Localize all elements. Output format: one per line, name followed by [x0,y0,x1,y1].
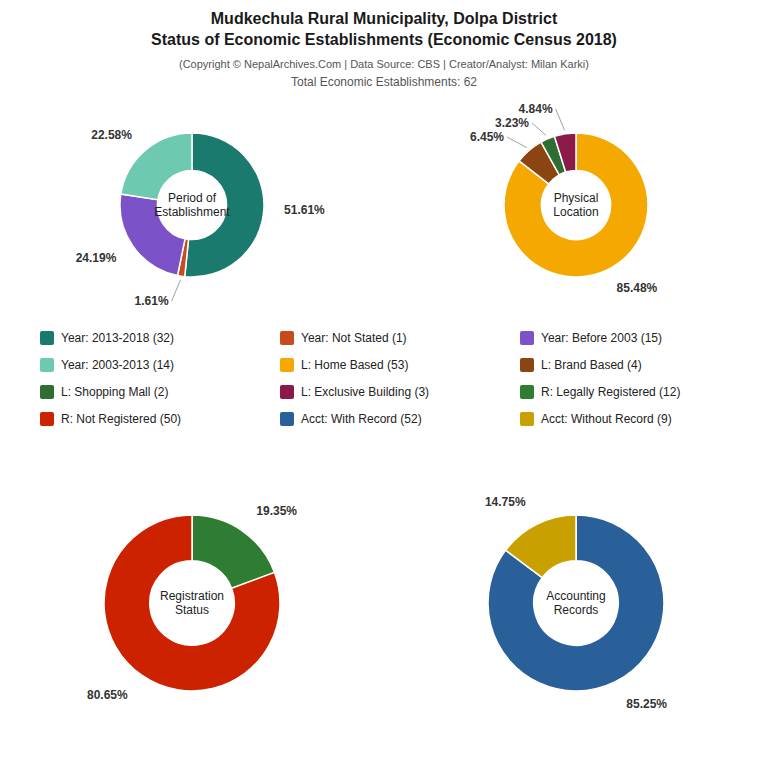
legend-entry: L: Brand Based (4) [541,358,642,372]
center-label-line: Period of [168,191,217,205]
donut-slice [104,515,280,691]
legend: Year: 2013-2018 (32) Year: Not Stated (1)… [40,331,680,426]
leader-line [532,123,546,136]
background [0,0,768,768]
legend-swatch [280,385,294,399]
data-label: 14.75% [485,495,526,509]
center-label-line: Status [175,603,209,617]
legend-entry: R: Not Registered (50) [61,412,181,426]
donut-chart: RegistrationStatus 19.35% 80.65% [87,504,297,703]
title: Status of Economic Establishments (Econo… [151,31,617,48]
legend-swatch [520,412,534,426]
center-label-line: Establishment [154,205,230,219]
legend-entry: Year: Before 2003 (15) [541,331,662,345]
data-label: 85.25% [626,697,667,711]
legend-entry: Acct: With Record (52) [301,412,422,426]
data-label: 51.61% [284,203,325,217]
legend-entry: Year: Not Stated (1) [301,331,407,345]
center-label-line: Physical [554,191,599,205]
data-label: 3.23% [495,116,529,130]
data-label: 6.45% [470,130,504,144]
donut-chart: PhysicalLocation 85.48% 6.45%3.23%4.84% [470,102,658,295]
leader-line [507,137,527,148]
donut-chart: Period ofEstablishment 51.61% 1.61% 24.19% 2… [76,128,325,308]
legend-swatch [280,412,294,426]
legend-swatch [520,358,534,372]
donut-slice [554,133,576,172]
data-label: 80.65% [87,688,128,702]
data-label: 22.58% [91,128,132,142]
center-label-line: Registration [160,589,224,603]
title: Mudkechula Rural Municipality, Dolpa Dis… [211,10,558,27]
legend-entry: Year: 2003-2013 (14) [61,358,174,372]
data-label: 24.19% [76,251,117,265]
chart-root: Mudkechula Rural Municipality, Dolpa Dis… [0,0,768,768]
subtitle: Total Economic Establishments: 62 [291,75,477,89]
legend-entry: L: Exclusive Building (3) [301,385,429,399]
legend-entry: Year: 2013-2018 (32) [61,331,174,345]
leader-line [556,109,565,130]
legend-entry: R: Legally Registered (12) [541,385,680,399]
center-label-line: Records [554,603,599,617]
legend-entry: Acct: Without Record (9) [541,412,672,426]
legend-swatch [520,331,534,345]
legend-swatch [280,331,294,345]
legend-swatch [40,358,54,372]
legend-swatch [280,358,294,372]
subtitle: (Copyright © NepalArchives.Com | Data So… [179,58,589,70]
data-label: 19.35% [256,504,297,518]
donut-slice [506,515,576,578]
legend-swatch [40,412,54,426]
center-label-line: Location [553,205,598,219]
legend-entry: L: Home Based (53) [301,358,408,372]
legend-swatch [40,331,54,345]
data-label: 4.84% [519,102,553,116]
center-label: RegistrationStatus [160,589,224,617]
data-label: 1.61% [135,294,169,308]
donut-slice [121,133,192,200]
center-label: PhysicalLocation [553,191,598,219]
center-label-line: Accounting [546,589,605,603]
legend-entry: L: Shopping Mall (2) [61,385,168,399]
donut-slice [504,133,648,277]
leader-line [172,280,181,301]
donut-chart: AccountingRecords 85.25% 14.75% [485,495,667,711]
legend-swatch [40,385,54,399]
data-label: 85.48% [617,281,658,295]
center-label: AccountingRecords [546,589,605,617]
legend-swatch [520,385,534,399]
donut-slice [488,515,664,691]
center-label: Period ofEstablishment [154,191,230,219]
titles: Mudkechula Rural Municipality, Dolpa Dis… [151,10,617,89]
